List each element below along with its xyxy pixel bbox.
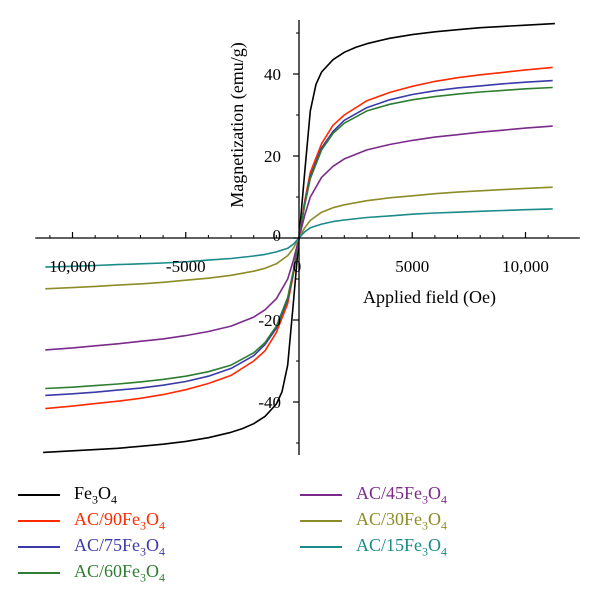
- legend-label-part: O: [146, 534, 160, 555]
- y-axis-title: Magnetization (emu/g): [227, 42, 248, 207]
- legend-label-part: Fe: [404, 508, 423, 529]
- legend-label-part: AC/45: [356, 482, 405, 503]
- y-tick-label: 40: [264, 65, 281, 84]
- legend-label-part: 3: [140, 544, 147, 559]
- legend: Fe3O4 AC/90Fe3O4 AC/75Fe3O4 AC/60Fe3O4 AC/45…: [0, 470, 600, 600]
- legend-label-part: O: [428, 482, 442, 503]
- legend-label-part: 3: [92, 492, 98, 507]
- legend-label: AC/60Fe3O4: [74, 561, 165, 586]
- legend-label-part: O: [428, 534, 442, 555]
- legend-label-part: Fe: [122, 560, 141, 581]
- legend-item: AC/15Fe3O4: [300, 534, 447, 560]
- x-tick-label: -5000: [166, 257, 206, 276]
- legend-label-part: 4: [159, 544, 166, 559]
- x-tick-label: 0: [293, 257, 302, 276]
- x-tick-label: 5000: [395, 257, 429, 276]
- legend-label-part: 3: [422, 492, 429, 507]
- legend-item: AC/90Fe3O4: [18, 508, 165, 534]
- legend-swatch: [300, 520, 342, 522]
- legend-label-part: Fe: [122, 534, 141, 555]
- legend-label-part: AC/90: [74, 508, 123, 529]
- legend-label: AC/30Fe3O4: [356, 509, 447, 534]
- legend-swatch: [18, 494, 60, 496]
- x-tick-label: 10,000: [502, 257, 549, 276]
- legend-label: AC/90Fe3O4: [74, 509, 165, 534]
- legend-swatch: [300, 546, 342, 548]
- legend-label-part: 4: [441, 518, 448, 533]
- legend-swatch: [18, 520, 60, 522]
- legend-label: AC/75Fe3O4: [74, 535, 165, 560]
- legend-label-part: 3: [140, 518, 147, 533]
- legend-label-part: 4: [441, 492, 448, 507]
- y-tick-label: -20: [258, 311, 281, 330]
- legend-label-part: AC/30: [356, 508, 405, 529]
- legend-label-part: Fe: [74, 482, 92, 503]
- legend-label-part: AC/15: [356, 534, 405, 555]
- x-axis-title: Applied field (Oe): [363, 287, 496, 308]
- legend-label-part: 3: [422, 544, 429, 559]
- legend-label-part: 3: [140, 570, 147, 585]
- legend-swatch: [18, 572, 60, 574]
- legend-item: AC/60Fe3O4: [18, 560, 165, 586]
- legend-swatch: [18, 546, 60, 548]
- legend-label: AC/45Fe3O4: [356, 483, 447, 508]
- legend-label-part: Fe: [404, 534, 423, 555]
- legend-label: AC/15Fe3O4: [356, 535, 447, 560]
- y-tick-label: -40: [258, 393, 281, 412]
- legend-label-part: 4: [159, 570, 166, 585]
- legend-label-part: Fe: [122, 508, 141, 529]
- legend-label-part: 4: [111, 492, 117, 507]
- legend-label: Fe3O4: [74, 483, 117, 508]
- axes: [35, 20, 580, 455]
- legend-item: AC/45Fe3O4: [300, 482, 447, 508]
- legend-label-part: O: [98, 482, 111, 503]
- legend-item: Fe3O4: [18, 482, 117, 508]
- legend-label-part: Fe: [404, 482, 423, 503]
- legend-label-part: 3: [422, 518, 429, 533]
- y-tick-label: 20: [264, 147, 281, 166]
- legend-label-part: O: [146, 560, 160, 581]
- tick-labels: 10,000 -5000 0 5000 10,000 -40 -20 20 40 0: [49, 65, 549, 412]
- legend-label-part: 4: [159, 518, 166, 533]
- legend-label-part: 4: [441, 544, 448, 559]
- y-tick-label-zero: 0: [273, 226, 282, 245]
- x-tick-label: 10,000: [49, 257, 96, 276]
- legend-label-part: O: [146, 508, 160, 529]
- legend-label-part: AC/60: [74, 560, 123, 581]
- legend-swatch: [300, 494, 342, 496]
- legend-item: AC/75Fe3O4: [18, 534, 165, 560]
- magnetization-chart: 10,000 -5000 0 5000 10,000 -40 -20 20 40 0 Applie…: [35, 20, 580, 455]
- legend-label-part: AC/75: [74, 534, 123, 555]
- legend-item: AC/30Fe3O4: [300, 508, 447, 534]
- legend-label-part: O: [428, 508, 442, 529]
